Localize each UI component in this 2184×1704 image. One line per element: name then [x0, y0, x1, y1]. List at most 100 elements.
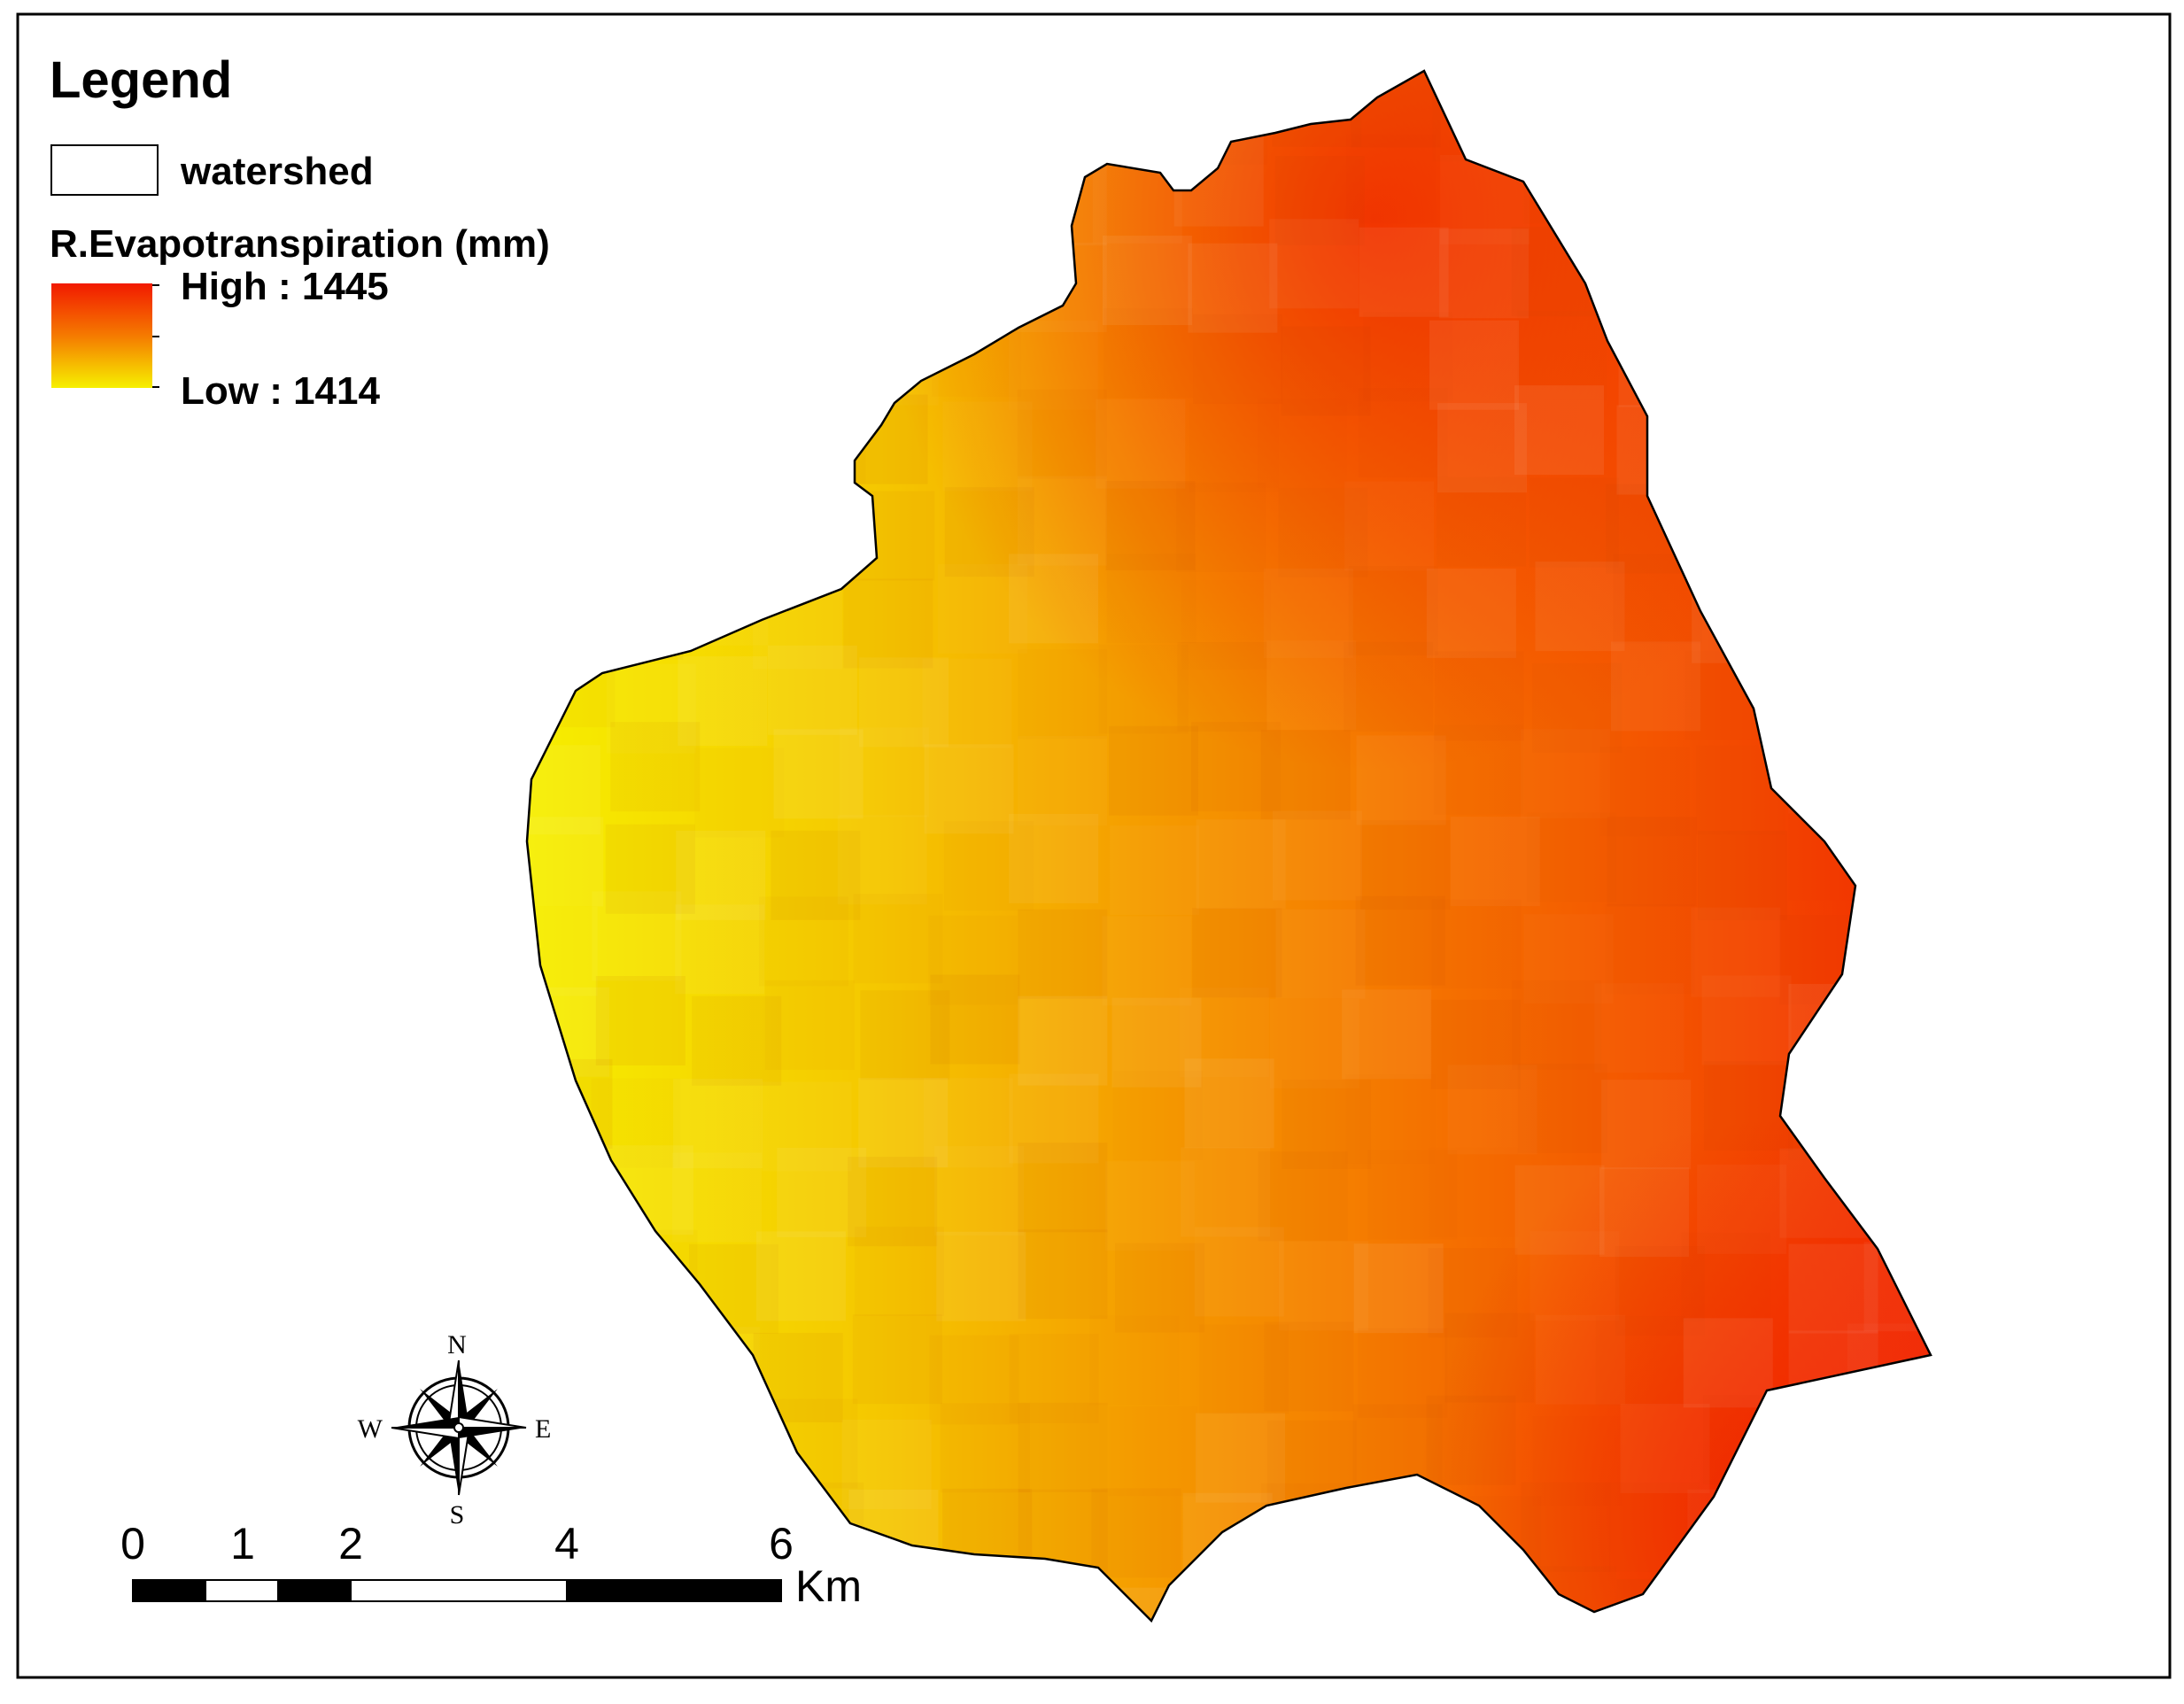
raster-cell — [1009, 554, 1099, 644]
raster-cell — [852, 1314, 942, 1405]
raster-cell — [675, 904, 765, 995]
raster-cell — [1111, 997, 1202, 1088]
raster-cell — [692, 995, 782, 1086]
raster-cell — [860, 990, 950, 1080]
raster-cell — [773, 729, 864, 819]
raster-cell — [922, 659, 1011, 748]
raster-cell — [1260, 730, 1351, 820]
raster-cell — [1517, 1064, 1607, 1154]
raster-cell — [777, 1147, 867, 1237]
raster-cell — [1018, 390, 1107, 479]
raster-cell — [1434, 725, 1523, 815]
raster-cell — [1607, 817, 1697, 907]
raster-cell — [1429, 1148, 1519, 1237]
raster-cell — [1615, 1246, 1705, 1336]
raster-cell — [1196, 819, 1286, 910]
raster-cell — [1194, 1227, 1284, 1317]
raster-cell — [1102, 236, 1192, 326]
compass-west: W — [358, 1414, 383, 1444]
raster-cell — [1099, 645, 1189, 734]
raster-cell — [1196, 1413, 1286, 1503]
raster-cell — [1621, 1404, 1710, 1493]
scale-tick-4: 4 — [554, 1519, 579, 1568]
raster-cell — [1428, 1248, 1518, 1338]
scale-tick-6: 6 — [769, 1519, 794, 1568]
raster-cell — [1681, 1233, 1770, 1322]
scale-unit: Km — [795, 1561, 862, 1611]
legend-title: Legend — [50, 51, 232, 109]
raster-cell — [840, 727, 929, 817]
raster-cell — [1346, 134, 1436, 223]
raster-cell — [1434, 651, 1524, 741]
raster-cell — [1430, 999, 1521, 1089]
raster-cell — [1274, 156, 1365, 246]
watershed-label: watershed — [180, 150, 374, 193]
raster-cell — [1018, 736, 1107, 825]
compass-south: S — [450, 1500, 465, 1530]
raster-cell — [1535, 562, 1625, 652]
raster-cell — [1596, 1316, 1685, 1406]
raster-cell — [1105, 480, 1196, 570]
raster-cell — [1091, 1488, 1181, 1578]
raster-cell — [592, 891, 682, 981]
raster-cell — [1104, 308, 1193, 398]
raster-cell — [1450, 817, 1540, 907]
raster-cell — [1594, 983, 1684, 1073]
compass-north: N — [447, 1330, 467, 1359]
raster-cell — [1357, 735, 1446, 825]
raster-cell — [755, 1231, 846, 1321]
raster-cell — [1096, 399, 1185, 489]
raster-cell — [941, 1403, 1030, 1492]
scale-tick-0: 0 — [120, 1519, 145, 1568]
raster-cell — [1018, 649, 1107, 739]
raster-cell — [610, 722, 701, 812]
raster-cell — [944, 487, 1034, 577]
raster-cell — [1192, 908, 1282, 998]
compass-east: E — [535, 1414, 551, 1444]
raster-cell — [1521, 729, 1610, 818]
raster-cell — [841, 1419, 932, 1509]
raster-cell — [1514, 1165, 1605, 1255]
color-ramp — [51, 283, 152, 388]
raster-cell — [1426, 568, 1516, 658]
raster-cell — [848, 1157, 938, 1247]
low-label: Low : 1414 — [181, 369, 380, 413]
raster-cell — [1108, 1406, 1197, 1496]
raster-cell — [1348, 566, 1438, 656]
raster-cell — [1436, 476, 1526, 567]
raster-cell — [1115, 1243, 1205, 1333]
raster-cell — [527, 817, 604, 907]
raster-cell — [1181, 1147, 1270, 1236]
raster-cell — [1342, 989, 1432, 1080]
raster-cell — [930, 974, 1020, 1065]
raster-cell — [855, 1227, 944, 1316]
scale-bar: 0 1 2 4 6 Km — [120, 1519, 862, 1611]
raster-cell — [1599, 1167, 1690, 1258]
raster-cell — [1432, 900, 1522, 989]
raster-cell — [1266, 640, 1356, 730]
raster-cell — [1191, 722, 1282, 812]
raster-cell — [1514, 385, 1605, 476]
raster-cell — [1606, 904, 1695, 994]
raster-cell — [1437, 403, 1527, 493]
raster-cell — [1426, 1395, 1516, 1485]
raster-cell — [1532, 662, 1623, 753]
raster-cell — [1278, 487, 1368, 577]
raster-cell — [1353, 1243, 1444, 1334]
raster-cell — [1018, 909, 1108, 999]
raster-cell — [838, 815, 927, 904]
raster-title: R.Evapotranspiration (mm) — [50, 222, 550, 266]
raster-cell — [1089, 1316, 1179, 1406]
raster-cell — [843, 578, 933, 669]
raster-cell — [1788, 1243, 1878, 1334]
raster-cell — [1258, 399, 1347, 488]
raster-cell — [673, 1079, 763, 1169]
raster-cell — [1264, 1321, 1354, 1412]
watershed-swatch — [50, 144, 159, 196]
raster-cell — [1018, 995, 1108, 1086]
raster-cell — [1359, 227, 1449, 317]
raster-cell — [1429, 320, 1520, 410]
raster-cell — [1530, 1231, 1619, 1321]
raster-cell — [1512, 980, 1602, 1070]
raster-cell — [672, 1153, 762, 1243]
